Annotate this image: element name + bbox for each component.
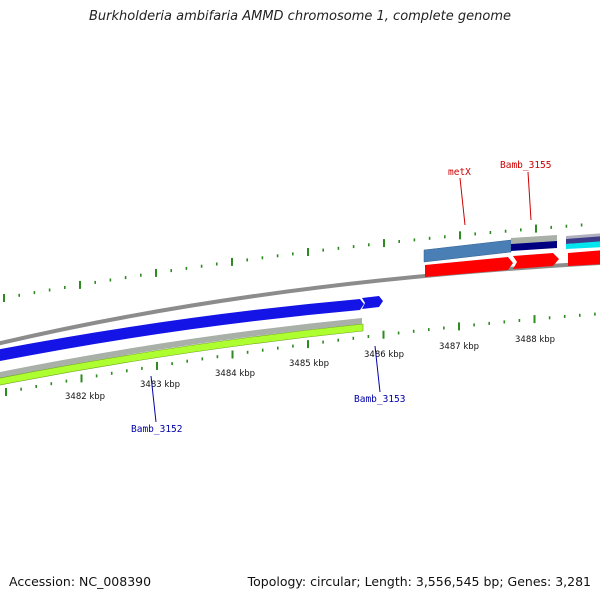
tick-label-3487: 3487 kbp [439,342,479,352]
gene-feature-bamb-3155[interactable] [511,241,557,251]
leader-line-bamb-3153 [374,345,381,393]
tick-label-3484: 3484 kbp [215,369,255,379]
gene-feature-gray[interactable] [0,318,362,382]
tick-label-3483: 3483 kbp [140,380,180,390]
leader-line-bamb-3152 [150,375,157,423]
map-title: Burkholderia ambifaria AMMD chromosome 1… [88,9,512,24]
tick-label-3488: 3488 kbp [515,335,555,345]
gene-feature-bamb-3152[interactable] [0,299,364,365]
accession-text: Accession: NC_008390 [9,574,152,589]
gene-feature-bamb-3153[interactable] [362,296,383,309]
tick-label-3482: 3482 kbp [65,392,105,402]
tick-label-3485: 3485 kbp [289,359,329,369]
leader-line-metx [459,177,466,226]
gene-label-metx[interactable]: metX [448,167,471,178]
topology-text: Topology: circular; Length: 3,556,545 bp… [247,574,591,589]
gene-feature-green[interactable] [0,323,364,389]
gene-label-bamb-3155[interactable]: Bamb_3155 [500,160,551,171]
inner-tick-row [5,312,596,396]
gene-label-bamb-3153[interactable]: Bamb_3153 [354,394,405,405]
gene-feature-cyan-far[interactable] [566,241,600,249]
outer-tick-row [3,223,583,302]
gene-feature-red-1[interactable] [425,257,513,277]
gene-feature-red-3[interactable] [568,250,600,266]
tick-label-3486: 3486 kbp [364,350,404,360]
gene-label-bamb-3152[interactable]: Bamb_3152 [131,424,182,435]
gene-feature-red-2[interactable] [513,253,559,269]
gene-feature-metx[interactable] [423,239,512,263]
leader-line-bamb-3155 [527,171,532,221]
